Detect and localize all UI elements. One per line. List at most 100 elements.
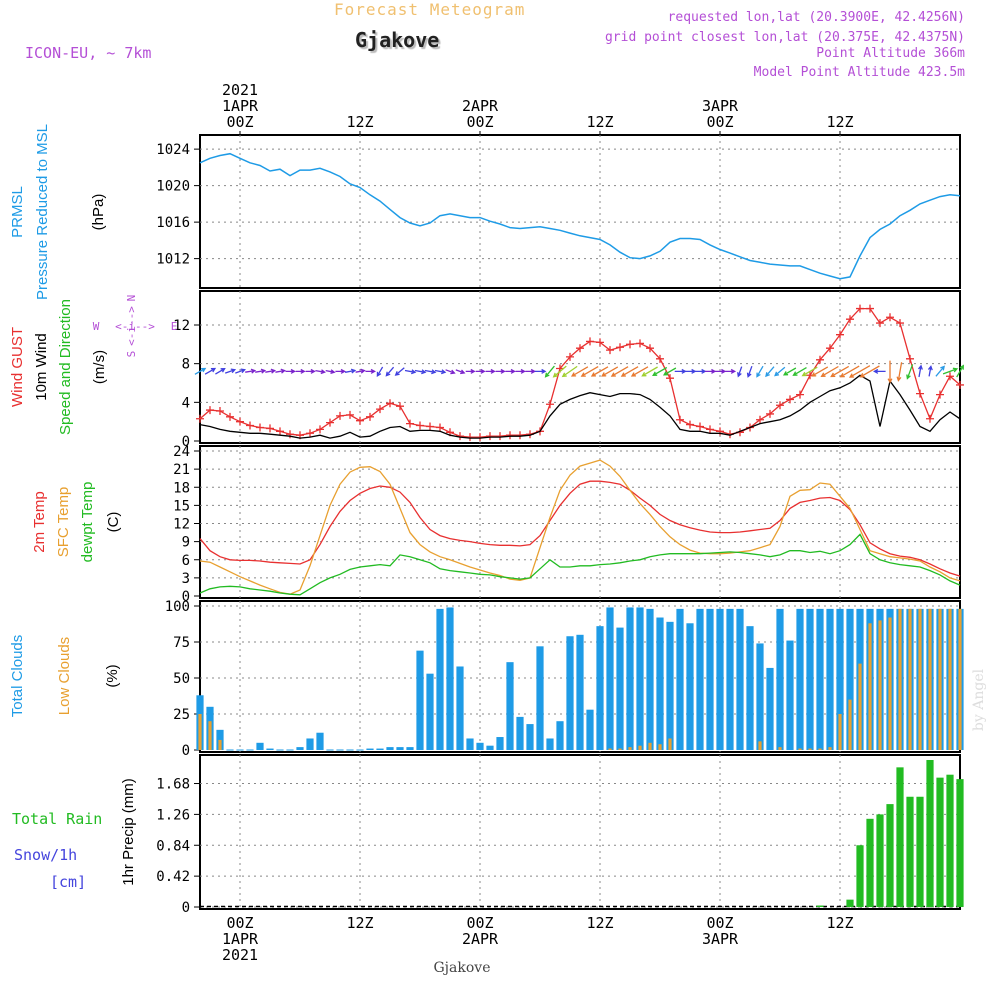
- wind-direction-arrow: [782, 367, 797, 376]
- compass-n: N: [125, 295, 138, 302]
- low-cloud-bar: [218, 739, 222, 750]
- y-tick-label: 9: [182, 535, 190, 551]
- low-cloud-bar: [818, 748, 822, 750]
- gust-marker: [936, 390, 944, 399]
- low-cloud-bar: [658, 744, 662, 750]
- total-cloud-bar: [496, 737, 504, 750]
- low-cloud-bar: [648, 742, 652, 750]
- low-cloud-bar: [838, 714, 842, 750]
- bottom-time-label: 00Z: [706, 914, 733, 932]
- gust-marker: [876, 319, 884, 328]
- wind-label: Wind GUST: [9, 327, 26, 407]
- cloud-label: (%): [104, 664, 121, 687]
- total-cloud-bar: [366, 748, 374, 750]
- gust-marker: [666, 374, 674, 383]
- y-tick-label: 100: [165, 599, 190, 615]
- cloud-label: Low Clouds: [56, 637, 73, 715]
- gust-marker: [816, 355, 824, 364]
- top-time-label: 2APR: [462, 97, 499, 115]
- wind-direction-arrow: [335, 368, 346, 374]
- rain-bar: [956, 779, 964, 907]
- gust-marker: [516, 431, 524, 440]
- gust-marker: [706, 425, 714, 434]
- wind-direction-arrow: [305, 368, 316, 374]
- wind-direction-arrow: [887, 360, 893, 384]
- wind-direction-arrow: [674, 368, 687, 374]
- wind-direction-arrow: [801, 366, 818, 377]
- gust-marker: [336, 411, 344, 420]
- gust-marker: [426, 422, 434, 431]
- y-tick-label: 75: [173, 635, 190, 651]
- gust-marker: [676, 415, 684, 424]
- total-cloud-bar: [416, 650, 424, 750]
- low-cloud-bar: [878, 620, 882, 750]
- wind-direction-arrow: [630, 366, 649, 377]
- wind-direction-arrow: [756, 365, 764, 378]
- low-cloud-bar: [938, 608, 942, 750]
- gust-marker: [496, 432, 504, 441]
- wind-direction-arrow: [534, 368, 547, 374]
- gust-marker: [486, 432, 494, 441]
- low-cloud-bar: [778, 747, 782, 750]
- total-cloud-bar: [726, 608, 734, 750]
- gust-marker: [316, 425, 324, 434]
- panel-frame-4: [199, 754, 961, 910]
- top-time-label: 1APR: [222, 97, 259, 115]
- gust-marker: [466, 433, 474, 442]
- wind-direction-arrow: [590, 366, 609, 377]
- low-cloud-bar: [638, 745, 642, 750]
- gust-marker: [906, 354, 914, 363]
- panel-frame-0: [199, 134, 961, 289]
- compass-s: S: [125, 351, 138, 358]
- total-cloud-bar: [486, 745, 494, 750]
- wind-direction-arrow: [475, 368, 486, 374]
- total-cloud-bar: [646, 608, 654, 750]
- wind-direction-arrow: [641, 366, 658, 377]
- wind-direction-arrow: [515, 368, 526, 374]
- total-cloud-bar: [466, 738, 474, 750]
- model-altitude: Model Point Altitude 423.5m: [753, 65, 965, 80]
- y-tick-label: 0.42: [156, 869, 190, 885]
- pressure-label: (hPa): [90, 194, 107, 231]
- wind-direction-arrow: [570, 366, 589, 377]
- low-cloud-bar: [828, 747, 832, 750]
- wind-direction-arrow: [465, 368, 476, 374]
- panel-frame-1: [199, 290, 961, 444]
- wind-direction-arrow: [224, 368, 237, 374]
- low-cloud-bar: [618, 748, 622, 750]
- gust-marker: [566, 352, 574, 361]
- gust-marker: [856, 304, 864, 313]
- low-cloud-bar: [608, 748, 612, 750]
- pressure-label: PRMSL: [9, 186, 26, 238]
- total-cloud-bar: [666, 621, 674, 750]
- rain-bar: [886, 804, 894, 907]
- gust-marker: [866, 304, 874, 313]
- total-cloud-bar: [436, 608, 444, 750]
- wind-direction-arrow: [684, 368, 697, 374]
- cloud-label: Total Clouds: [9, 635, 26, 718]
- gust-marker: [596, 338, 604, 347]
- gust-marker: [256, 423, 264, 432]
- wind-direction-arrow: [737, 366, 743, 378]
- total-cloud-bar: [816, 608, 824, 750]
- gust-marker: [576, 344, 584, 353]
- top-time-label: 12Z: [346, 113, 373, 131]
- bottom-time-label: 00Z: [226, 914, 253, 932]
- gust-marker: [846, 315, 854, 324]
- wind-direction-arrow: [896, 362, 903, 382]
- total-cloud-bar: [676, 608, 684, 750]
- wind-direction-arrow: [765, 366, 775, 378]
- y-tick-label: 1012: [156, 252, 190, 268]
- top-time-label: 00Z: [706, 113, 733, 131]
- total-cloud-bar: [426, 673, 434, 750]
- wind-direction-arrow: [620, 366, 639, 377]
- total-cloud-bar: [686, 623, 694, 750]
- gust-marker: [266, 424, 274, 433]
- rain-bar: [846, 899, 854, 907]
- wind-direction-arrow: [942, 367, 959, 375]
- wind-direction-arrow: [495, 368, 506, 374]
- wind-direction-arrow: [839, 365, 860, 378]
- gust-marker: [346, 410, 354, 419]
- wind-direction-arrow: [830, 365, 850, 378]
- total-cloud-bar: [556, 721, 564, 750]
